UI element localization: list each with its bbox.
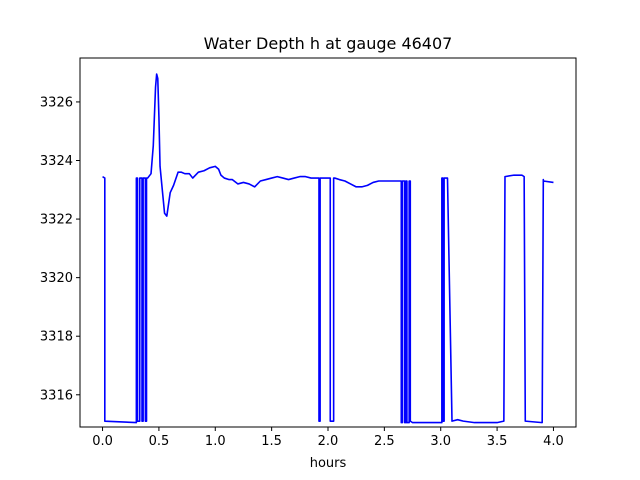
y-tick-label: 3316 (40, 388, 73, 403)
y-tick-label: 3318 (40, 330, 73, 345)
x-tick-label: 3.0 (430, 434, 451, 449)
x-tick-label: 1.0 (205, 434, 226, 449)
x-tick-label: 2.0 (318, 434, 339, 449)
y-axis: 3316 3318 3320 3322 3324 3326 (40, 95, 80, 403)
y-tick-label: 3322 (40, 213, 73, 228)
x-tick-label: 1.5 (261, 434, 282, 449)
x-axis-label: hours (310, 456, 347, 471)
x-axis: 0.0 0.5 1.0 1.5 2.0 2.5 3.0 3.5 4.0 (92, 427, 564, 449)
y-tick-label: 3326 (40, 95, 73, 110)
x-tick-label: 4.0 (543, 434, 564, 449)
chart-title: Water Depth h at gauge 46407 (204, 34, 453, 53)
y-tick-label: 3320 (40, 271, 73, 286)
x-tick-label: 2.5 (374, 434, 395, 449)
x-tick-label: 3.5 (487, 434, 508, 449)
x-tick-label: 0.0 (92, 434, 113, 449)
x-tick-label: 0.5 (149, 434, 170, 449)
series-line (102, 73, 554, 424)
y-tick-label: 3324 (40, 154, 73, 169)
